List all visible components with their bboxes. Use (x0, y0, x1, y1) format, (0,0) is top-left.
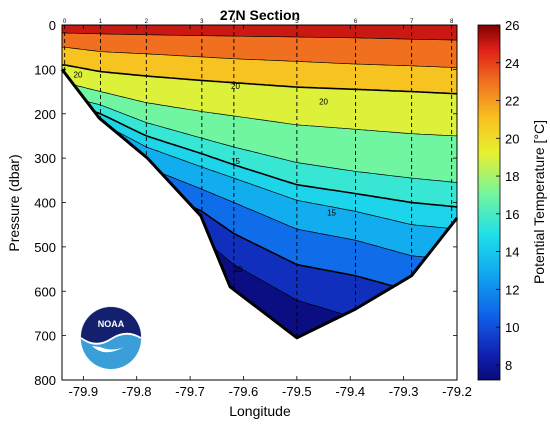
seafloor-mask (62, 69, 457, 381)
noaa-logo: NOAA (80, 306, 142, 369)
station-label: 1 (99, 19, 103, 25)
isotherm-line (62, 46, 457, 68)
x-tick-label: -79.2 (442, 384, 472, 399)
x-tick-label: -79.6 (229, 384, 259, 399)
station-label: 5 (295, 19, 299, 25)
isotherm-line (62, 32, 457, 41)
x-tick-label: -79.3 (389, 384, 419, 399)
isotherm-line (62, 68, 457, 208)
colorbar-tick-label: 24 (505, 56, 519, 71)
station-label: 0 (63, 19, 67, 25)
y-axis-label: Pressure (dbar) (6, 154, 22, 251)
isotherm-line (62, 69, 457, 229)
x-tick-label: -79.9 (69, 384, 99, 399)
seafloor-line (60, 68, 459, 340)
isotherm-line (62, 69, 457, 137)
colorbar-tick-label: 20 (505, 131, 519, 146)
station-label: 3 (200, 19, 204, 25)
colorbar-tick-label: 26 (505, 18, 519, 33)
colorbar-tick-label: 12 (505, 282, 519, 297)
station-label: 6 (354, 19, 358, 25)
x-axis-label: Longitude (229, 403, 291, 419)
colorbar-tick-label: 14 (505, 245, 519, 260)
y-tick-label: 300 (34, 151, 56, 166)
colorbar (477, 24, 501, 381)
colorbar-tick-label: 22 (505, 94, 519, 109)
contour-label: 20 (74, 71, 83, 80)
x-tick-label: -79.7 (175, 384, 205, 399)
x-tick-label: -79.5 (282, 384, 312, 399)
station-label: 8 (450, 19, 454, 25)
y-tick-label: 500 (34, 240, 56, 255)
station-label: 2 (145, 19, 149, 25)
y-tick-label: 800 (34, 373, 56, 388)
y-tick-label: 600 (34, 284, 56, 299)
colorbar-tick-label: 10 (505, 320, 519, 335)
colorbar-label: Potential Temperature [°C] (531, 120, 547, 284)
chart-title: 27N Section (220, 7, 300, 23)
x-tick-label: -79.8 (122, 384, 152, 399)
station-label: 4 (232, 19, 236, 25)
contour-label: 15 (231, 157, 240, 166)
y-tick-label: 0 (49, 18, 56, 33)
contour-label: 20 (319, 97, 328, 106)
y-tick-label: 400 (34, 196, 56, 211)
station-label: 7 (410, 19, 414, 25)
y-tick-label: 700 (34, 329, 56, 344)
isotherm-line (62, 69, 457, 183)
logo-sky (81, 307, 141, 343)
contour-label: 20 (231, 82, 240, 91)
logo-wave (92, 346, 124, 353)
y-tick-label: 200 (34, 107, 56, 122)
isotherm-line (62, 64, 457, 95)
y-tick-label: 100 (34, 62, 56, 77)
x-tick-label: -79.4 (335, 384, 365, 399)
contour-label: 15 (327, 208, 336, 217)
colorbar-tick-label: 16 (505, 207, 519, 222)
logo-text: NOAA (98, 319, 125, 329)
colorbar-tick-label: 8 (505, 358, 512, 373)
contour-label: 10 (234, 265, 243, 274)
colorbar-tick-label: 18 (505, 169, 519, 184)
